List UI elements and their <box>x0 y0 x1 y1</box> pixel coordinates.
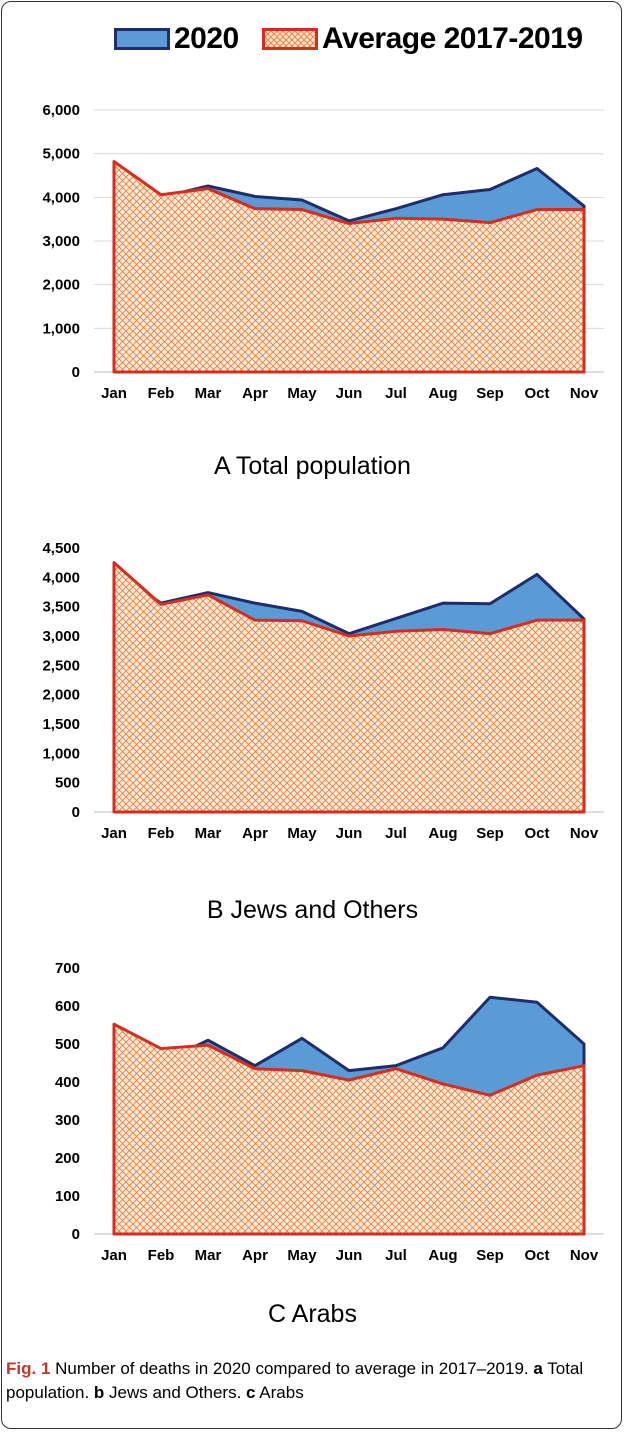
y-tick-label: 2,000 <box>42 277 80 294</box>
x-tick-label: Feb <box>148 385 175 402</box>
chart-a-title: A Total population <box>214 452 411 480</box>
x-tick-label: May <box>287 1247 317 1264</box>
x-tick-label: May <box>287 825 317 842</box>
figure-caption: Fig. 1 Number of deaths in 2020 compared… <box>6 1357 616 1405</box>
x-tick-label: May <box>287 385 317 402</box>
x-tick-label: Sep <box>476 825 504 842</box>
x-tick-label: Jul <box>385 825 407 842</box>
y-tick-label: 4,000 <box>42 569 80 586</box>
chart-c-arabs: 0 100 200 300 400 500 600 700 Jan Feb Mar Apr May Jun… <box>55 960 604 1264</box>
x-tick-label: Nov <box>570 1247 599 1264</box>
x-tick-label: Jan <box>101 825 127 842</box>
x-tick-label: Nov <box>570 385 599 402</box>
x-tick-label: Jun <box>336 1247 363 1264</box>
y-tick-label: 1,500 <box>42 716 80 733</box>
legend-item-2020: 2020 <box>114 22 239 56</box>
y-tick-label: 2,000 <box>42 687 80 704</box>
x-tick-label: Jun <box>336 385 363 402</box>
figure-caption-b: b <box>93 1383 105 1402</box>
x-tick-label: Mar <box>195 385 222 402</box>
y-tick-label: 1,000 <box>42 745 80 762</box>
x-tick-label: Mar <box>195 825 222 842</box>
y-tick-label: 6,000 <box>42 102 80 119</box>
x-tick-label: Aug <box>428 825 457 842</box>
chart-panel-b: 0 500 1,000 1,500 2,000 2,500 3,000 3,500 4,000 4… <box>0 538 625 848</box>
y-tick-label: 3,500 <box>42 599 80 616</box>
legend-swatch-2020 <box>114 28 170 50</box>
y-tick-label: 100 <box>55 1188 80 1205</box>
y-tick-label: 200 <box>55 1150 80 1167</box>
y-tick-label: 3,000 <box>42 233 80 250</box>
y-tick-label: 600 <box>55 998 80 1015</box>
series-average-area <box>112 160 586 374</box>
chart-b-title: B Jews and Others <box>206 896 419 924</box>
x-tick-label: Sep <box>476 385 504 402</box>
x-tick-label: Jan <box>101 1247 127 1264</box>
y-tick-label: 5,000 <box>42 146 80 163</box>
x-tick-label: Jul <box>385 1247 407 1264</box>
y-tick-label: 300 <box>55 1112 80 1129</box>
series-average-area <box>112 1022 586 1236</box>
legend-item-average: Average 2017-2019 <box>262 22 583 56</box>
x-tick-label: Oct <box>524 385 549 402</box>
x-tick-label: Jan <box>101 385 127 402</box>
chart-panel-a: 0 1,000 2,000 3,000 4,000 5,000 6,000 Jan Feb Mar… <box>0 100 625 410</box>
chart-panel-c: 0 100 200 300 400 500 600 700 Jan Feb Mar Apr May Jun… <box>0 958 625 1268</box>
x-tick-label: Apr <box>242 1247 268 1264</box>
figure-caption-b-text: Jews and Others. <box>104 1383 247 1402</box>
x-tick-label: Oct <box>524 825 549 842</box>
x-tick-label: Aug <box>428 1247 457 1264</box>
legend-label-average: Average 2017-2019 <box>322 22 583 55</box>
y-tick-label: 1,000 <box>42 320 80 337</box>
x-tick-label: Oct <box>524 1247 549 1264</box>
legend-label-2020: 2020 <box>174 22 239 55</box>
series-2020-line <box>113 995 586 1234</box>
y-tick-label: 0 <box>72 1226 80 1243</box>
y-tick-label: 400 <box>55 1074 80 1091</box>
x-tick-label: Aug <box>428 385 457 402</box>
x-tick-label: Nov <box>570 825 599 842</box>
y-tick-label: 0 <box>72 804 80 821</box>
y-tick-label: 3,000 <box>42 628 80 645</box>
series-2020-line <box>113 570 586 812</box>
chart-a-total-population: 0 1,000 2,000 3,000 4,000 5,000 6,000 Jan Feb Mar… <box>42 102 604 402</box>
series-average-area <box>112 561 586 814</box>
x-tick-label: Apr <box>242 385 268 402</box>
x-tick-label: Apr <box>242 825 268 842</box>
y-tick-label: 700 <box>55 960 80 977</box>
x-tick-label: Jul <box>385 385 407 402</box>
figure-caption-c-text: Arabs <box>255 1383 304 1402</box>
figure-caption-a: a <box>533 1359 543 1378</box>
figure-caption-a-text: Total population. <box>6 1359 584 1402</box>
y-tick-label: 4,000 <box>42 189 80 206</box>
chart-c-title: C Arabs <box>268 1300 357 1328</box>
y-tick-label: 2,500 <box>42 657 80 674</box>
figure-caption-text: Number of deaths in 2020 compared to ave… <box>50 1359 534 1378</box>
y-tick-label: 0 <box>72 364 80 381</box>
x-tick-label: Jun <box>336 825 363 842</box>
x-tick-label: Feb <box>148 1247 175 1264</box>
chart-b-jews-and-others: 0 500 1,000 1,500 2,000 2,500 3,000 3,500 4,000 4… <box>42 540 604 842</box>
x-tick-label: Mar <box>195 1247 222 1264</box>
y-tick-label: 4,500 <box>42 540 80 557</box>
series-2020-line <box>113 167 586 372</box>
chart-legend: 2020 Average 2017-2019 <box>0 0 625 70</box>
y-tick-label: 500 <box>55 775 80 792</box>
figure-caption-c: c <box>246 1383 256 1402</box>
x-tick-label: Sep <box>476 1247 504 1264</box>
legend-swatch-average <box>262 28 318 50</box>
y-tick-label: 500 <box>55 1036 80 1053</box>
x-tick-label: Feb <box>148 825 175 842</box>
figure-caption-label: Fig. 1 <box>6 1359 51 1378</box>
